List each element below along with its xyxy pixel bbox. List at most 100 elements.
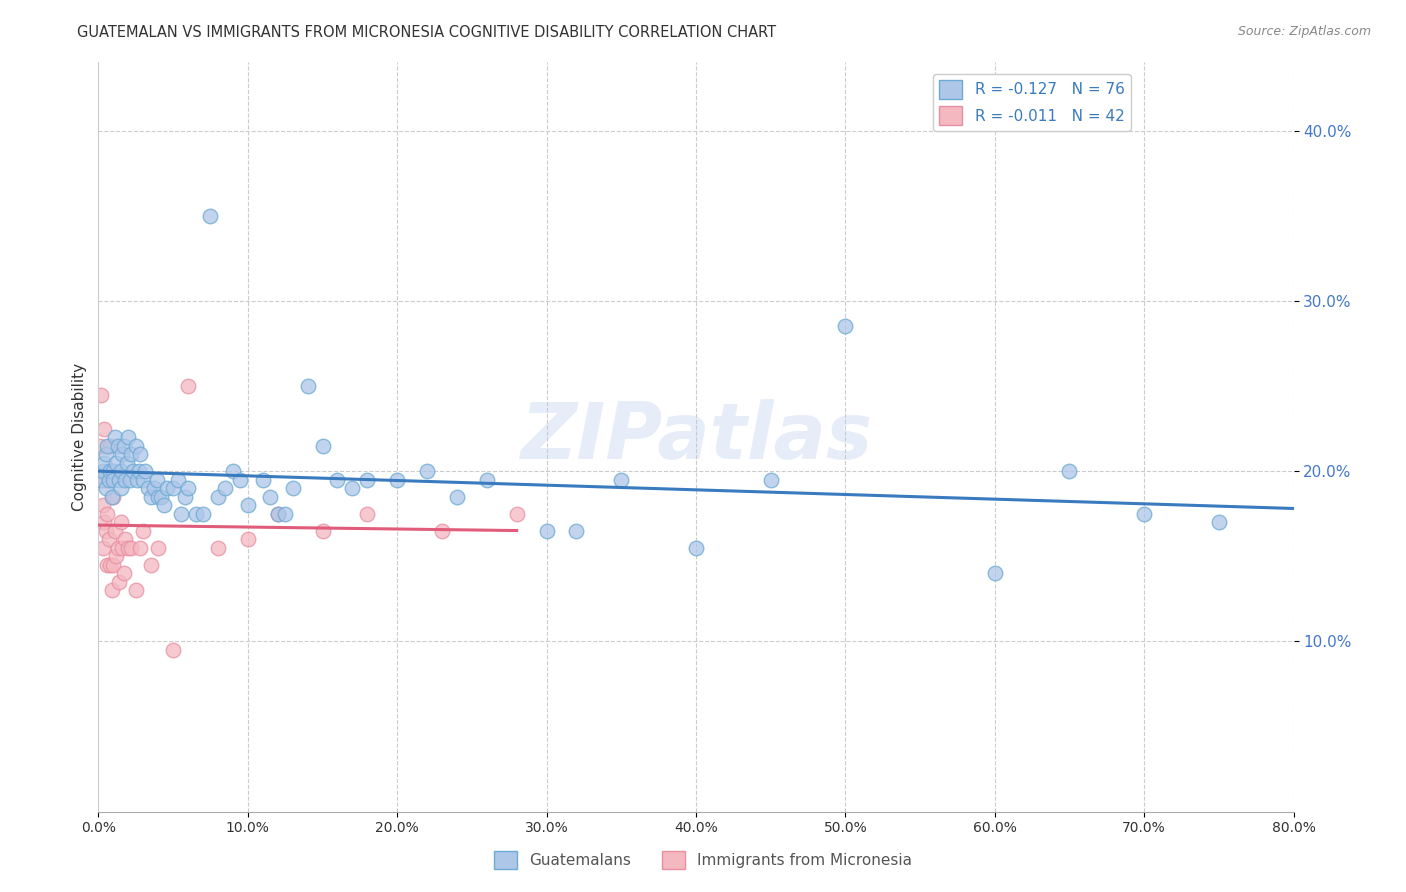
Point	[121, 464, 143, 478]
Point	[128, 464, 150, 478]
Point	[162, 643, 184, 657]
Point	[150, 490, 173, 504]
Point	[134, 464, 156, 478]
Point	[111, 541, 134, 555]
Point	[177, 379, 200, 393]
Legend: R = -0.127   N = 76, R = -0.011   N = 42: R = -0.127 N = 76, R = -0.011 N = 42	[934, 74, 1130, 131]
Point	[108, 473, 131, 487]
Point	[136, 481, 159, 495]
Point	[139, 490, 162, 504]
Point	[105, 549, 128, 564]
Point	[169, 507, 191, 521]
Point	[127, 473, 149, 487]
Point	[475, 473, 498, 487]
Point	[229, 473, 252, 487]
Point	[281, 481, 304, 495]
Y-axis label: Cognitive Disability: Cognitive Disability	[72, 363, 87, 511]
Point	[90, 387, 112, 401]
Point	[94, 481, 117, 495]
Point	[984, 566, 1007, 581]
Point	[118, 473, 141, 487]
Point	[111, 447, 134, 461]
Text: Source: ZipAtlas.com: Source: ZipAtlas.com	[1237, 25, 1371, 38]
Point	[129, 447, 152, 461]
Text: ZIPatlas: ZIPatlas	[520, 399, 872, 475]
Point	[97, 464, 120, 478]
Point	[834, 319, 856, 334]
Point	[610, 473, 633, 487]
Point	[274, 507, 297, 521]
Legend: Guatemalans, Immigrants from Micronesia: Guatemalans, Immigrants from Micronesia	[488, 845, 918, 875]
Point	[311, 524, 333, 538]
Point	[385, 473, 409, 487]
Point	[1059, 464, 1081, 478]
Point	[207, 490, 229, 504]
Point	[93, 421, 115, 435]
Point	[297, 379, 319, 393]
Point	[236, 533, 259, 547]
Point	[101, 583, 124, 598]
Point	[356, 507, 378, 521]
Point	[162, 481, 184, 495]
Point	[114, 533, 136, 547]
Point	[94, 473, 117, 487]
Point	[120, 447, 142, 461]
Point	[120, 541, 142, 555]
Point	[110, 464, 132, 478]
Point	[759, 473, 782, 487]
Point	[148, 490, 170, 504]
Point	[110, 515, 132, 529]
Point	[91, 498, 114, 512]
Point	[1208, 515, 1230, 529]
Point	[191, 507, 214, 521]
Point	[114, 473, 136, 487]
Point	[145, 473, 167, 487]
Point	[90, 473, 112, 487]
Point	[125, 583, 148, 598]
Point	[96, 558, 118, 572]
Point	[104, 524, 127, 538]
Point	[222, 464, 245, 478]
Point	[97, 533, 120, 547]
Point	[132, 524, 155, 538]
Point	[156, 481, 179, 495]
Point	[207, 541, 229, 555]
Text: GUATEMALAN VS IMMIGRANTS FROM MICRONESIA COGNITIVE DISABILITY CORRELATION CHART: GUATEMALAN VS IMMIGRANTS FROM MICRONESIA…	[77, 25, 776, 40]
Point	[356, 473, 378, 487]
Point	[103, 464, 125, 478]
Point	[110, 481, 132, 495]
Point	[311, 439, 333, 453]
Point	[142, 481, 165, 495]
Point	[107, 439, 129, 453]
Point	[506, 507, 529, 521]
Point	[259, 490, 281, 504]
Point	[98, 464, 122, 478]
Point	[97, 473, 120, 487]
Point	[117, 541, 139, 555]
Point	[148, 541, 170, 555]
Point	[342, 481, 364, 495]
Point	[105, 456, 128, 470]
Point	[117, 430, 139, 444]
Point	[96, 439, 118, 453]
Point	[103, 490, 125, 504]
Point	[94, 524, 117, 538]
Point	[90, 473, 112, 487]
Point	[565, 524, 588, 538]
Point	[98, 558, 122, 572]
Point	[132, 473, 155, 487]
Point	[112, 566, 135, 581]
Point	[416, 464, 439, 478]
Point	[177, 481, 200, 495]
Point	[96, 507, 118, 521]
Point	[267, 507, 290, 521]
Point	[214, 481, 236, 495]
Point	[430, 524, 453, 538]
Point	[1133, 507, 1156, 521]
Point	[103, 558, 125, 572]
Point	[200, 209, 222, 223]
Point	[446, 490, 468, 504]
Point	[91, 464, 114, 478]
Point	[93, 515, 115, 529]
Point	[108, 574, 131, 589]
